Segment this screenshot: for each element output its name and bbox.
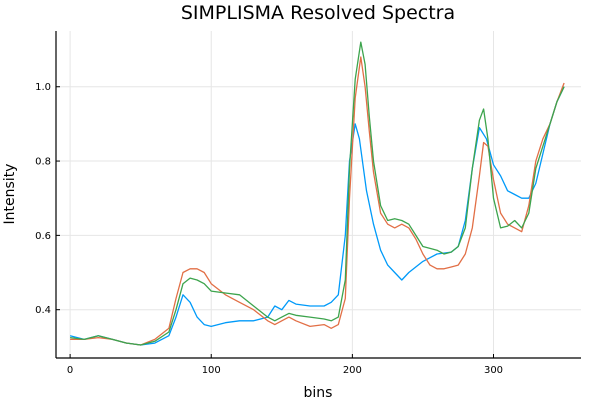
plot-area [69, 41, 565, 346]
x-tick-label: 300 [484, 365, 503, 376]
x-tick-label: 200 [343, 365, 362, 376]
series-line-1 [69, 86, 565, 346]
y-tick-label: 1.0 [35, 82, 51, 93]
x-tick-label: 100 [202, 365, 221, 376]
y-axis-label: Intensity [2, 164, 18, 225]
x-axis-label: bins [304, 385, 333, 400]
series-line-3 [70, 41, 565, 346]
series-line-2 [70, 56, 565, 346]
y-tick-label: 0.4 [35, 305, 51, 316]
grid [56, 31, 581, 358]
y-tick-label: 0.8 [35, 157, 51, 168]
axes [55, 31, 581, 359]
ticks: 0 100 200 300 0.4 0.6 0.8 1.0 [35, 82, 503, 376]
x-tick-label: 0 [67, 365, 73, 376]
y-tick-label: 0.6 [35, 231, 51, 242]
chart-title: SIMPLISMA Resolved Spectra [181, 2, 455, 24]
